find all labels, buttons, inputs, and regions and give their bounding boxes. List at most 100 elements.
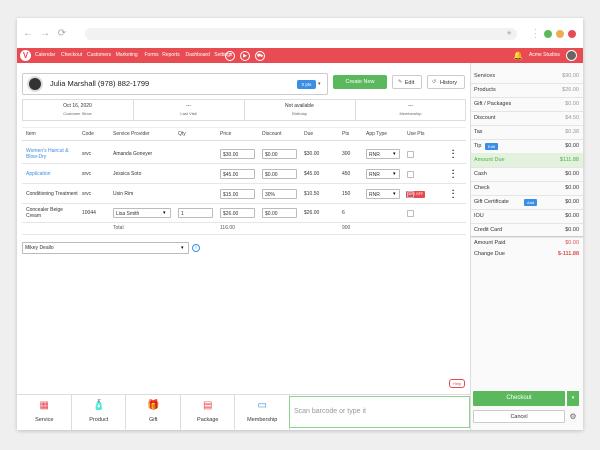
provider-name: Amanda Goneyer [113, 151, 153, 157]
summary-button[interactable]: Edit [485, 142, 498, 150]
reload-button[interactable]: ⟳ [57, 28, 67, 39]
summary-value: $0.00 [565, 227, 579, 233]
provider-select[interactable]: Lisa Smith [113, 208, 171, 218]
forward-button[interactable]: → [40, 28, 50, 39]
price-input[interactable]: $45.00 [220, 169, 255, 179]
use-pts-checkbox[interactable] [407, 150, 414, 158]
price-input[interactable]: $30.00 [220, 149, 255, 159]
summary-value: $0.00 [565, 213, 579, 219]
use-pts-checkbox[interactable] [407, 190, 414, 198]
row-menu[interactable]: · · · [452, 186, 455, 202]
settings-icon[interactable]: ⚙ [569, 412, 577, 421]
nav-item[interactable]: Calendar [35, 52, 56, 58]
nav-item[interactable]: Dashboard [185, 52, 210, 58]
column-header: Discount [262, 131, 282, 137]
item-code: srvc [82, 151, 92, 157]
summary-label: Gift Certificate [474, 199, 509, 205]
summary-divider [471, 83, 583, 84]
points: 6 [342, 210, 345, 216]
summary-label: Gift / Packages [474, 101, 512, 107]
summary-panel [470, 63, 583, 430]
discount-input[interactable]: 30% [262, 189, 297, 199]
app-type-select[interactable]: RNR [366, 169, 400, 179]
total-label: Total [113, 225, 124, 231]
info-icon[interactable]: i [192, 244, 200, 252]
stats-divider [244, 99, 245, 121]
cancel-button[interactable]: Cancel [473, 410, 565, 423]
row-divider [22, 163, 466, 164]
summary-label: Tip [474, 143, 482, 149]
tab-label: Service [35, 417, 54, 423]
summary-value: $0.00 [565, 240, 579, 246]
tab-icon: 🎁 [147, 400, 160, 411]
summary-value: $111.88 [559, 157, 579, 163]
summary-value: $0.00 [565, 143, 579, 149]
discount-input[interactable]: $0.00 [262, 169, 297, 179]
history-button[interactable]: History [427, 75, 465, 89]
app-type-select[interactable]: RNR [366, 149, 400, 159]
use-pts-checkbox[interactable] [407, 209, 414, 217]
discount-badge: 30% OFF [406, 191, 425, 198]
provider-name: Usin Rim [113, 191, 134, 197]
window-dot [544, 30, 552, 38]
price-input[interactable]: $15.00 [220, 189, 255, 199]
nav-item[interactable]: Customers [87, 52, 112, 58]
stat-value: Oct 16, 2020 [63, 103, 92, 109]
stat-label: Birthday [292, 111, 307, 116]
column-header: Item [26, 131, 36, 137]
row-divider [22, 183, 466, 184]
scan-input[interactable]: Scan barcode or type it [289, 396, 470, 428]
add-tab[interactable] [17, 394, 72, 430]
points: 450 [342, 171, 351, 177]
total-price: 116.00 [220, 225, 235, 231]
tab-icon: ▤ [203, 400, 213, 411]
tab-icon: ▦ [39, 400, 49, 411]
summary-label: Amount Due [474, 157, 505, 163]
summary-value: $0.00 [565, 185, 579, 191]
discount-input[interactable]: $0.00 [262, 149, 297, 159]
row-divider [22, 203, 466, 204]
help-icon[interactable]: ? [225, 51, 235, 61]
app-type-select[interactable]: RNR [366, 189, 400, 199]
use-pts-checkbox[interactable] [407, 170, 414, 178]
summary-value: $0.00 [565, 101, 579, 107]
add-tab[interactable] [72, 394, 126, 430]
edit-button[interactable]: Edit [392, 75, 422, 89]
summary-divider [471, 195, 583, 196]
due-amount: $45.00 [304, 171, 320, 177]
back-button[interactable]: ← [23, 28, 33, 39]
play-icon[interactable]: ▶ [240, 51, 250, 61]
add-tab[interactable] [126, 394, 181, 430]
nav-item[interactable]: Forms [144, 52, 159, 58]
staff-select[interactable]: Mikey Deallo [22, 242, 189, 254]
item-code: srvc [82, 191, 92, 197]
bell-icon: 🔔 [513, 51, 523, 60]
cart-icon[interactable]: ⛟ [255, 51, 265, 61]
qty-input[interactable]: 1 [178, 208, 213, 218]
checkout-button[interactable]: Checkout [473, 391, 565, 406]
row-menu[interactable]: · · · [452, 166, 455, 182]
nav-item[interactable]: Settings [214, 52, 233, 58]
summary-value: $90.00 [562, 73, 579, 79]
nav-item[interactable]: Reports [162, 52, 180, 58]
checkout-caret[interactable]: ▾ [566, 391, 579, 406]
price-input[interactable]: $26.00 [220, 208, 255, 218]
summary-divider [471, 97, 583, 98]
row-menu[interactable]: · · · [452, 146, 455, 162]
create-new-button[interactable]: Create New [333, 75, 387, 89]
summary-button[interactable]: Add [524, 198, 537, 206]
studio-name[interactable]: Acme Studios [529, 52, 560, 58]
stat-value: Not available [285, 103, 314, 109]
stats-divider [133, 99, 134, 121]
tab-label: Gift [148, 417, 158, 423]
nav-item[interactable]: Marketing [115, 52, 138, 58]
url-bar[interactable] [85, 28, 517, 40]
help-bubble[interactable]: Help [449, 379, 465, 388]
nav-item[interactable]: Checkout [61, 52, 83, 58]
item-link[interactable]: Women's Haircut & Blow-Dry [26, 148, 69, 160]
item-link[interactable]: Application [26, 171, 51, 177]
discount-input[interactable]: $0.00 [262, 208, 297, 218]
add-tab[interactable] [181, 394, 235, 430]
column-header: Price [220, 131, 232, 137]
summary-divider [471, 237, 583, 238]
